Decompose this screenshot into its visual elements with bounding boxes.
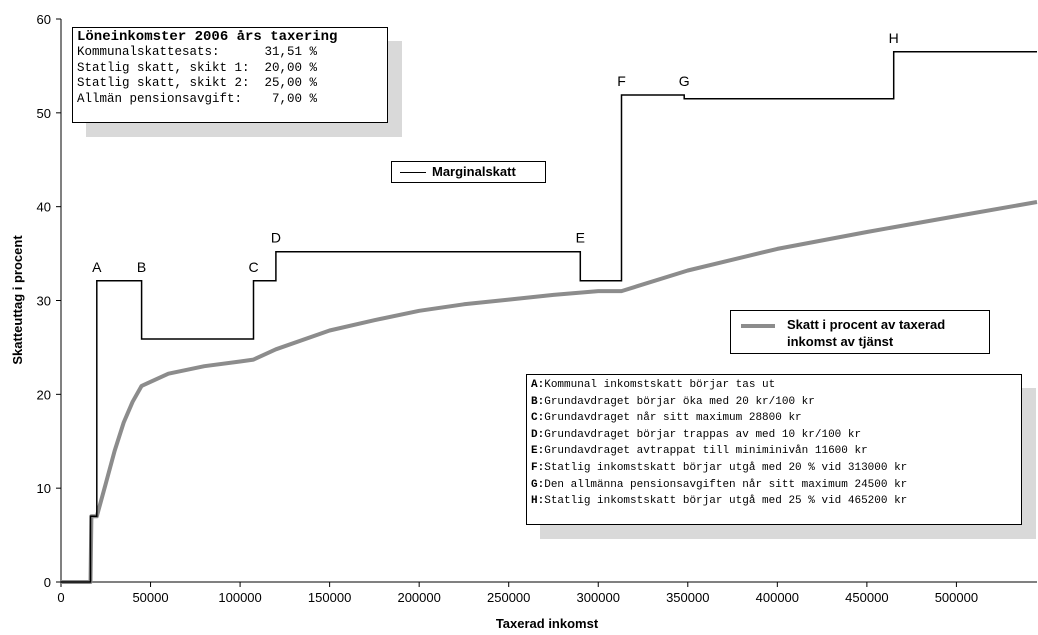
- point-label-b: B: [137, 259, 146, 275]
- series-line-marginalskatt: [61, 51, 1037, 583]
- legend-label-line1: Skatt i procent av taxerad: [787, 317, 946, 332]
- note-row: C:Grundavdraget når sitt maximum 28800 k…: [531, 412, 802, 425]
- x-axis-title: Taxerad inkomst: [496, 616, 599, 631]
- notes-box: A:Kommunal inkomstskatt börjar tas ut B:…: [526, 374, 1022, 525]
- x-tick-label: 250000: [487, 590, 530, 605]
- x-tick-label: 50000: [132, 590, 168, 605]
- x-tick-label: 200000: [397, 590, 440, 605]
- note-row: G:Den allmänna pensionsavgiften når sitt…: [531, 478, 908, 491]
- note-key: G: [531, 478, 538, 491]
- x-tick-label: 400000: [756, 590, 799, 605]
- note-row: B:Grundavdraget börjar öka med 20 kr/100…: [531, 395, 815, 408]
- x-tick-label: 350000: [666, 590, 709, 605]
- point-label-e: E: [576, 230, 585, 246]
- y-tick-label: 60: [37, 12, 51, 27]
- note-text: Grundavdraget börjar trappas av med 10 k…: [544, 428, 862, 441]
- note-text: Grundavdraget börjar öka med 20 kr/100 k…: [544, 395, 815, 408]
- note-text: Statlig inkomstskatt börjar utgå med 25 …: [544, 495, 908, 508]
- series-layer: [61, 51, 1038, 584]
- note-row: A:Kommunal inkomstskatt börjar tas ut: [531, 379, 776, 391]
- x-tick-label: 500000: [935, 590, 978, 605]
- y-axis-title: Skatteuttag i procent: [10, 235, 25, 365]
- note-row: D:Grundavdraget börjar trappas av med 10…: [531, 428, 862, 441]
- point-label-d: D: [271, 230, 281, 246]
- rate-row: Allmän pensionsavgift: 7,00 %: [77, 91, 318, 106]
- note-row: F:Statlig inkomstskatt börjar utgå med 2…: [531, 461, 908, 474]
- x-tick-label: 150000: [308, 590, 351, 605]
- y-tick-label: 20: [37, 387, 51, 402]
- legend-swatch-gray: [741, 324, 775, 328]
- note-key: F: [531, 461, 538, 474]
- x-axis: 0 50000 100000 150000 200000 250000 300000 3500…: [57, 582, 978, 605]
- point-label-h: H: [889, 30, 899, 46]
- legend-marginalskatt: Marginalskatt: [391, 161, 546, 183]
- legend-label: Marginalskatt: [432, 164, 516, 179]
- point-label-c: C: [248, 259, 258, 275]
- note-text: Statlig inkomstskatt börjar utgå med 20 …: [544, 461, 908, 474]
- note-key: C: [531, 412, 538, 425]
- rate-row: Kommunalskattesats: 31,51 %: [77, 45, 318, 59]
- legend-label: Skatt i procent av taxerad inkomst av tj…: [787, 316, 945, 350]
- x-tick-label: 450000: [845, 590, 888, 605]
- x-tick-label: 100000: [218, 590, 261, 605]
- point-label-g: G: [679, 73, 690, 89]
- y-axis: 0 10 20 30 40 50 60: [37, 12, 61, 590]
- y-tick-label: 10: [37, 481, 51, 496]
- point-label-f: F: [617, 73, 626, 89]
- legend-label-line2: inkomst av tjänst: [787, 334, 894, 349]
- point-labels: A B CD E F G H: [92, 30, 899, 275]
- y-tick-label: 40: [37, 200, 51, 215]
- note-key: E: [531, 445, 538, 458]
- note-row: E:Grundavdraget avtrappat till miniminiv…: [531, 445, 868, 458]
- note-text: Grundavdraget avtrappat till miniminivån…: [544, 445, 868, 458]
- y-tick-label: 50: [37, 106, 51, 121]
- point-label-a: A: [92, 259, 102, 275]
- note-text: Grundavdraget når sitt maximum 28800 kr: [544, 412, 802, 425]
- legend-effective-tax: Skatt i procent av taxerad inkomst av tj…: [730, 310, 990, 354]
- x-tick-label: 0: [57, 590, 64, 605]
- rate-row: Statlig skatt, skikt 2: 25,00 %: [77, 76, 318, 90]
- note-key: D: [531, 428, 538, 441]
- series-line-effective-tax: [61, 200, 1038, 584]
- note-key: A: [531, 379, 538, 391]
- tax-rates-box: Löneinkomster 2006 års taxering Kommunal…: [72, 27, 388, 123]
- note-text: Den allmänna pensionsavgiften når sitt m…: [544, 478, 908, 491]
- rates-title: Löneinkomster 2006 års taxering: [77, 29, 338, 45]
- note-key: H: [531, 495, 538, 508]
- legend-swatch-black: [400, 172, 426, 173]
- note-row: H:Statlig inkomstskatt börjar utgå med 2…: [531, 495, 908, 508]
- note-key: B: [531, 395, 538, 408]
- x-tick-label: 300000: [577, 590, 620, 605]
- note-text: Kommunal inkomstskatt börjar tas ut: [544, 379, 776, 391]
- rate-row: Statlig skatt, skikt 1: 20,00 %: [77, 60, 318, 75]
- y-tick-label: 0: [44, 575, 51, 590]
- y-tick-label: 30: [37, 294, 51, 309]
